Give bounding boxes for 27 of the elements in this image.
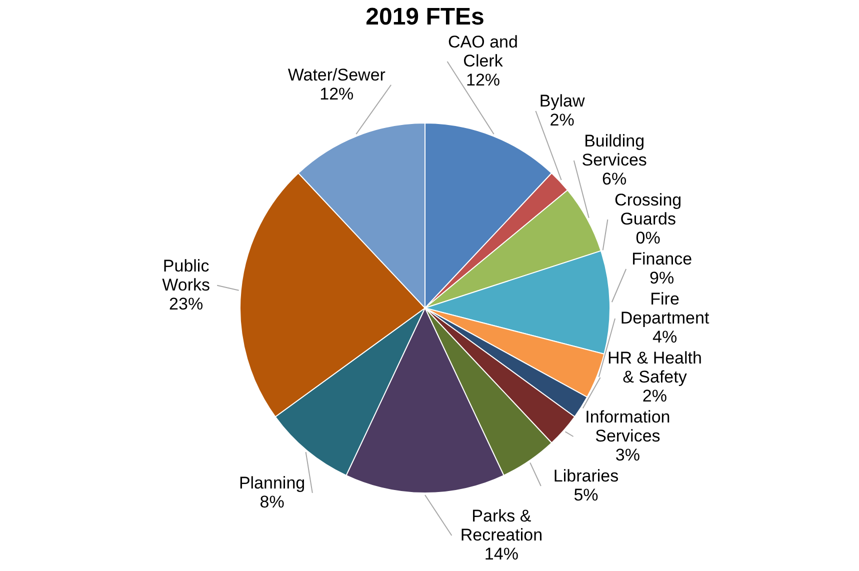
slice-label: Public Works: [162, 256, 210, 294]
chart-title: 2019 FTEs: [366, 3, 484, 30]
slice-label: Building Services: [582, 131, 647, 170]
data-label: 23%: [169, 294, 204, 314]
data-label: 6%: [602, 169, 627, 188]
slice-label: Parks & Recreation: [460, 506, 543, 544]
category-label: Crossing Guards: [614, 190, 682, 228]
data-label: 12%: [320, 84, 354, 104]
data-label: 14%: [484, 544, 518, 564]
data-label: 9%: [650, 268, 674, 288]
slice-label: CAO and Clerk: [448, 32, 518, 70]
data-label: 3%: [615, 445, 640, 464]
data-label: 5%: [574, 485, 598, 504]
slice-label: Information Services: [585, 407, 670, 446]
data-label: 12%: [466, 70, 500, 90]
data-label: 4%: [652, 327, 678, 346]
data-label: 8%: [260, 492, 284, 512]
slice-label: Bylaw: [539, 91, 586, 110]
slice-label: Planning: [238, 473, 306, 492]
data-label: 2%: [642, 386, 668, 406]
data-label: 2%: [550, 110, 574, 130]
slice-label: Libraries: [553, 466, 619, 486]
slice-label: HR & Health & Safety: [607, 348, 702, 386]
slice-label: Fire Department: [620, 289, 710, 328]
text: 0%: [636, 228, 660, 248]
slice-label: Finance: [632, 249, 692, 268]
slice-label: Water/Sewer: [288, 65, 386, 84]
